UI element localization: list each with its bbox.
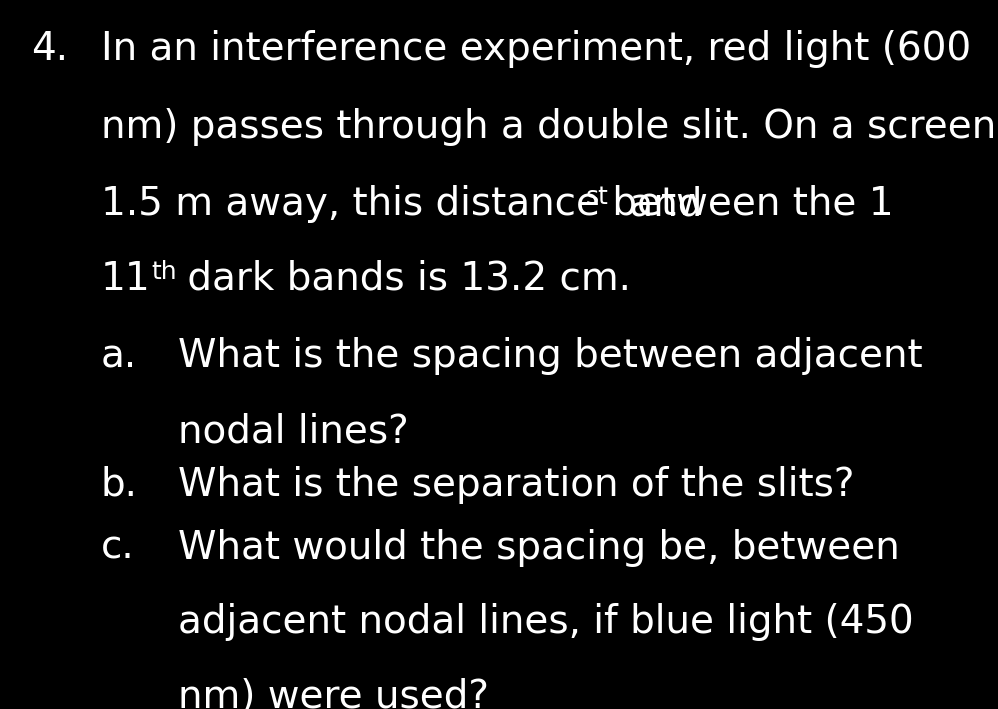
Text: 1.5 m away, this distance between the 1: 1.5 m away, this distance between the 1	[101, 185, 893, 223]
Text: nm) were used?: nm) were used?	[179, 678, 489, 709]
Text: adjacent nodal lines, if blue light (450: adjacent nodal lines, if blue light (450	[179, 603, 914, 641]
Text: 4.: 4.	[31, 30, 68, 68]
Text: and: and	[617, 185, 702, 223]
Text: What is the separation of the slits?: What is the separation of the slits?	[179, 466, 855, 504]
Text: nm) passes through a double slit. On a screen: nm) passes through a double slit. On a s…	[101, 108, 996, 145]
Text: c.: c.	[101, 529, 135, 566]
Text: b.: b.	[101, 466, 138, 504]
Text: a.: a.	[101, 337, 137, 376]
Text: 11: 11	[101, 259, 151, 298]
Text: th: th	[152, 259, 177, 284]
Text: nodal lines?: nodal lines?	[179, 412, 409, 450]
Text: In an interference experiment, red light (600: In an interference experiment, red light…	[101, 30, 971, 68]
Text: What is the spacing between adjacent: What is the spacing between adjacent	[179, 337, 923, 376]
Text: dark bands is 13.2 cm.: dark bands is 13.2 cm.	[175, 259, 631, 298]
Text: st: st	[586, 185, 609, 209]
Text: What would the spacing be, between: What would the spacing be, between	[179, 529, 900, 566]
